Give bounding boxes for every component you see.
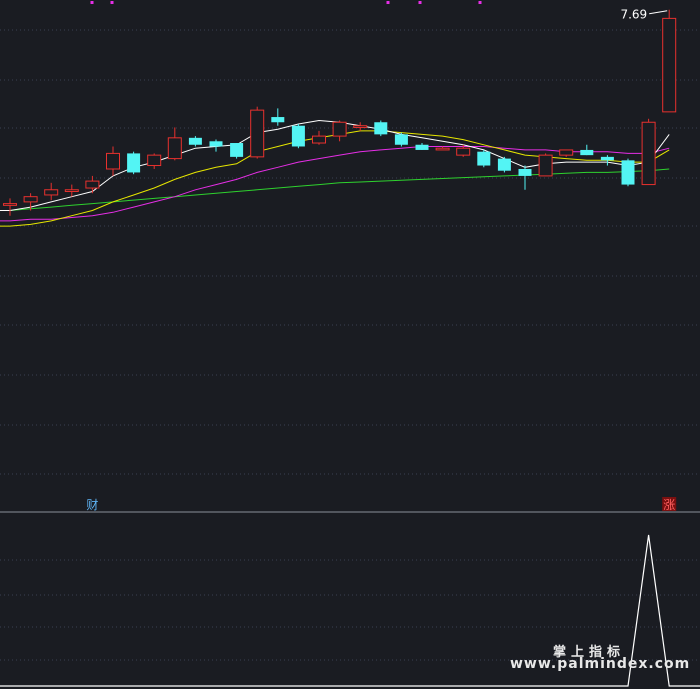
- candle-body-up: [353, 125, 368, 128]
- candle-body-down: [518, 168, 532, 176]
- candle-body-up: [312, 135, 326, 144]
- signal-marker: 财: [86, 498, 98, 512]
- candle-body-up: [559, 149, 574, 156]
- watermark-title: 掌上指标: [553, 645, 626, 660]
- signal-marker-bg: [662, 497, 677, 511]
- candle-body-up: [332, 121, 347, 137]
- top-dot: [478, 1, 482, 4]
- candle-body-down: [374, 122, 388, 135]
- candle-body-down: [209, 141, 223, 147]
- candle-body-up: [435, 147, 450, 151]
- candle-body-down: [291, 125, 305, 147]
- top-dot: [418, 1, 422, 4]
- candle-body-up: [3, 203, 17, 206]
- candle-body-up: [106, 152, 120, 170]
- signal-marker: 涨: [663, 497, 675, 512]
- max-price-label: 7.69: [620, 8, 647, 22]
- max-price-arrow: [649, 10, 668, 15]
- ma4-line: [0, 168, 670, 211]
- candle-body-down: [621, 160, 635, 185]
- candle-body-down: [188, 137, 202, 145]
- indicator-line: [0, 534, 700, 687]
- candle-body-down: [230, 143, 244, 157]
- candle-body-up: [85, 180, 100, 189]
- candle-body-up: [23, 196, 38, 203]
- ma1-line: [0, 119, 670, 211]
- candle-body-up: [250, 109, 265, 158]
- candle-body-up: [662, 17, 677, 113]
- candle-body-down: [497, 158, 511, 171]
- candle-body-down: [127, 153, 141, 173]
- top-dot: [110, 1, 114, 4]
- ma2-line: [0, 130, 670, 227]
- top-dot: [90, 1, 94, 4]
- top-dot: [386, 1, 390, 4]
- candle-body-down: [415, 144, 429, 150]
- candle-body-down: [394, 134, 408, 145]
- candle-body-up: [167, 137, 182, 160]
- candle-body-up: [64, 189, 79, 192]
- candle-body-up: [641, 121, 656, 186]
- candle-body-down: [271, 117, 285, 123]
- candle-body-down: [477, 151, 491, 166]
- candle-body-up: [538, 154, 553, 177]
- candle-body-up: [147, 154, 162, 167]
- candle-body-up: [44, 189, 59, 196]
- candle-body-down: [580, 149, 594, 156]
- ma3-line: [0, 146, 670, 222]
- candle-body-up: [456, 147, 471, 156]
- watermark-url: www.palmindex.com: [510, 656, 691, 672]
- candle-body-down: [600, 156, 614, 161]
